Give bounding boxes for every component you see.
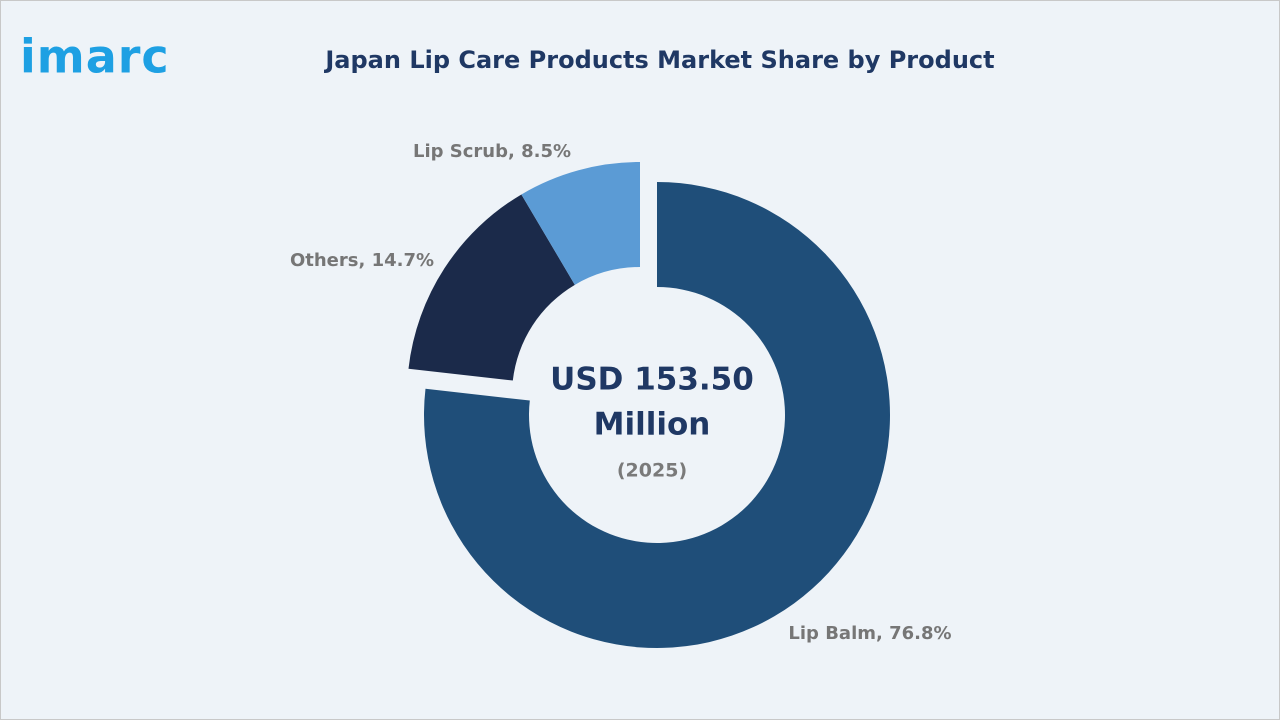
- donut-slice: [408, 194, 575, 381]
- slice-label: Lip Scrub, 8.5%: [413, 141, 571, 162]
- chart-title: Japan Lip Care Products Market Share by …: [323, 46, 994, 74]
- center-text: USD 153.50: [550, 362, 754, 398]
- center-text: Million: [594, 407, 711, 443]
- slice-label: Lip Balm, 76.8%: [788, 623, 951, 644]
- slice-label: Others, 14.7%: [290, 250, 434, 271]
- logo: imarc: [20, 30, 170, 84]
- donut-slice: [521, 162, 640, 285]
- center-subtext: (2025): [617, 460, 687, 482]
- donut-slice: [423, 182, 890, 648]
